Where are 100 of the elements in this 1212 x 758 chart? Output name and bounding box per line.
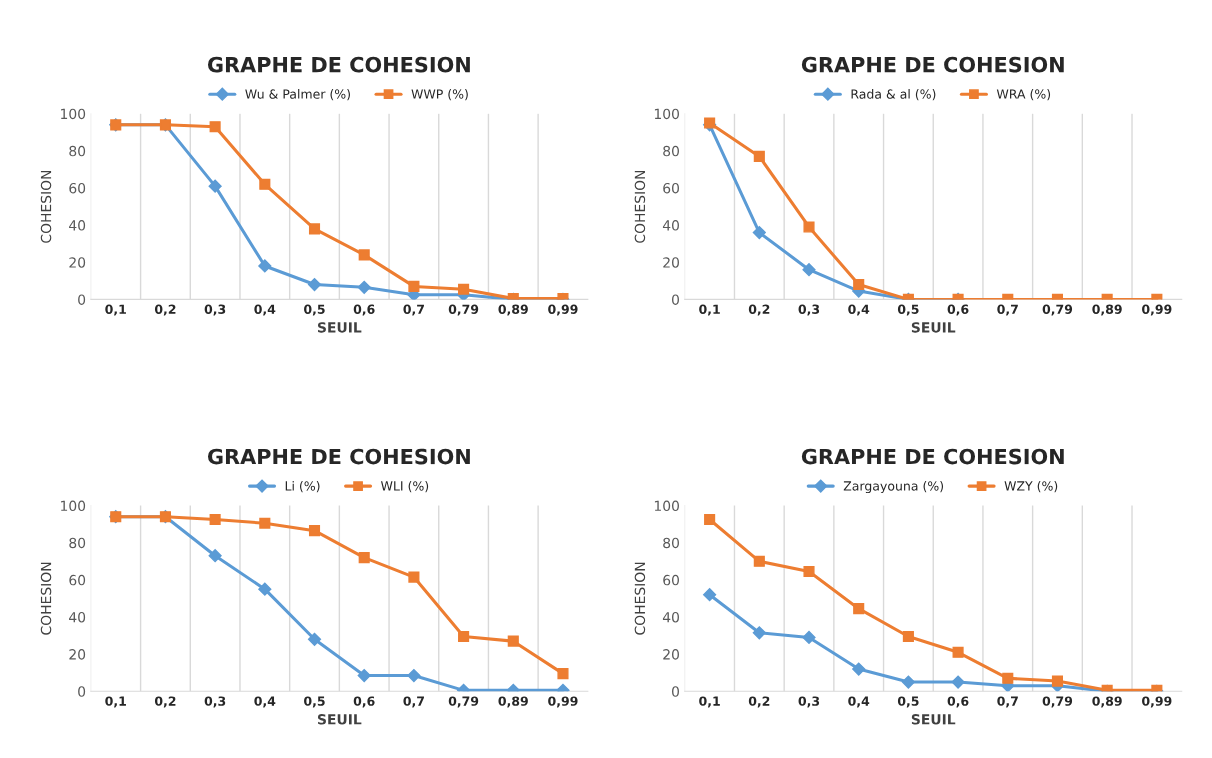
x-tick-label: 0,3 xyxy=(204,304,226,316)
point xyxy=(258,582,272,596)
x-tick-label: 0,1 xyxy=(699,696,720,708)
y-tick-label: 20 xyxy=(69,257,86,268)
legend-label: Rada & al (%) xyxy=(851,89,936,101)
chart-title: GRAPHE DE COHESION xyxy=(208,448,470,465)
y-tick-label: 0 xyxy=(78,686,86,697)
point xyxy=(209,121,221,133)
point xyxy=(952,646,964,658)
y-tick-label: 20 xyxy=(663,257,679,268)
x-tick-label: 0,89 xyxy=(498,696,528,708)
point xyxy=(803,221,815,233)
x-tick-label: 0,6 xyxy=(947,696,969,708)
point xyxy=(1051,675,1064,687)
point xyxy=(408,280,420,292)
y-tick-label: 100 xyxy=(61,500,86,512)
x-tick-label: 0,99 xyxy=(548,696,578,708)
x-tick-label: 0,3 xyxy=(798,696,820,708)
x-tick-label: 0,6 xyxy=(947,304,969,316)
x-tick-label: 0,5 xyxy=(304,304,325,316)
y-tick-label: 60 xyxy=(69,182,86,194)
x-tick-label: 0,6 xyxy=(353,696,375,708)
x-tick-label: 0,7 xyxy=(997,696,1018,708)
point xyxy=(358,552,370,564)
point xyxy=(308,223,321,235)
x-tick-label: 0,89 xyxy=(498,304,528,316)
y-tick-label: 100 xyxy=(654,500,679,512)
point xyxy=(802,630,816,645)
point xyxy=(357,668,371,683)
y-tick-label: 100 xyxy=(654,108,679,120)
point xyxy=(408,571,420,583)
x-tick-label: 0,2 xyxy=(154,304,176,316)
y-tick-label: 80 xyxy=(663,537,679,549)
x-tick-label: 0,89 xyxy=(1092,696,1122,708)
y-tick-label: 60 xyxy=(69,574,86,586)
legend-label: Zargayouna (%) xyxy=(843,481,944,494)
y-tick-label: 80 xyxy=(69,537,86,549)
x-tick-label: 0,4 xyxy=(254,696,276,708)
x-axis-title: SEUIL xyxy=(911,714,956,725)
y-tick-label: 80 xyxy=(69,145,86,157)
x-tick-label: 0,3 xyxy=(798,304,820,316)
x-tick-label: 0,7 xyxy=(997,304,1018,316)
x-tick-label: 0,5 xyxy=(897,696,919,708)
chart-title: GRAPHE DE COHESION xyxy=(208,56,470,73)
x-tick-label: 0,2 xyxy=(748,304,770,316)
point xyxy=(259,178,271,190)
point xyxy=(259,517,271,529)
point xyxy=(208,179,222,193)
x-tick-label: 0,6 xyxy=(353,304,375,316)
x-axis-title: SEUIL xyxy=(911,322,956,333)
x-tick-label: 0,3 xyxy=(204,696,226,708)
y-tick-label: 60 xyxy=(663,182,679,194)
y-tick-label: 0 xyxy=(672,294,679,305)
y-tick-label: 100 xyxy=(61,108,86,120)
point xyxy=(852,662,866,676)
y-tick-label: 40 xyxy=(69,611,86,623)
x-tick-label: 0,99 xyxy=(1142,304,1172,316)
y-axis-title: COHESION xyxy=(634,170,646,243)
point xyxy=(1002,672,1014,684)
y-tick-label: 20 xyxy=(69,649,86,660)
x-tick-label: 0,79 xyxy=(1042,304,1073,316)
point xyxy=(458,283,470,295)
x-tick-label: 0,89 xyxy=(1092,304,1122,316)
point xyxy=(752,626,766,640)
point xyxy=(507,635,519,647)
y-tick-label: 20 xyxy=(663,649,679,660)
x-axis-title: SEUIL xyxy=(317,322,362,333)
point xyxy=(853,603,865,615)
point xyxy=(902,630,914,643)
legend-label: WWP (%) xyxy=(411,89,468,101)
chart-title: GRAPHE DE COHESION xyxy=(801,448,1064,465)
legend-label: WRA (%) xyxy=(996,89,1051,101)
point xyxy=(557,668,569,680)
x-axis-title: SEUIL xyxy=(317,714,362,725)
point xyxy=(704,513,716,526)
x-tick-label: 0,1 xyxy=(105,304,126,316)
legend-label: Li (%) xyxy=(285,480,320,493)
point xyxy=(307,277,322,292)
x-tick-label: 0,79 xyxy=(448,304,479,316)
y-tick-label: 80 xyxy=(663,145,679,157)
x-tick-label: 0,4 xyxy=(848,696,870,708)
y-tick-label: 0 xyxy=(78,294,86,305)
x-tick-label: 0,79 xyxy=(1042,696,1073,708)
point xyxy=(358,249,370,261)
x-tick-label: 0,99 xyxy=(1142,696,1172,708)
x-tick-label: 0,5 xyxy=(897,304,919,316)
y-axis-title: COHESION xyxy=(40,562,52,635)
point xyxy=(258,259,272,273)
y-axis-title: COHESION xyxy=(40,170,52,243)
point xyxy=(752,225,766,240)
chart-title: GRAPHE DE COHESION xyxy=(801,56,1064,73)
x-tick-label: 0,4 xyxy=(254,304,276,316)
legend-label: Wu & Palmer (%) xyxy=(245,89,350,101)
point xyxy=(951,675,965,689)
x-tick-label: 0,2 xyxy=(748,696,770,708)
point xyxy=(208,549,222,563)
y-tick-label: 40 xyxy=(662,220,679,231)
x-tick-label: 0,1 xyxy=(699,304,720,316)
y-tick-label: 0 xyxy=(672,686,679,697)
x-tick-label: 0,2 xyxy=(154,696,176,708)
